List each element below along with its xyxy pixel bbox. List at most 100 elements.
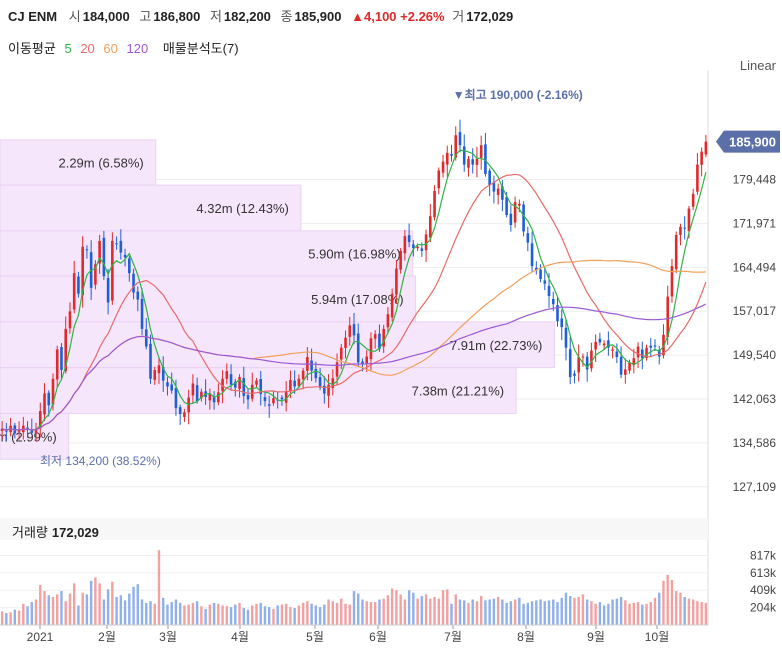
volume-bar (598, 602, 602, 625)
candle (458, 119, 462, 153)
volume-profile-label[interactable]: 매물분석도(7) (162, 41, 239, 56)
candle (348, 316, 352, 346)
y-tick-label: 127,109 (733, 480, 777, 494)
volume-bar (645, 603, 648, 625)
candle (691, 188, 695, 211)
candle (607, 331, 610, 356)
close-label: 종 (280, 9, 293, 24)
x-tick-label: 9월 (587, 630, 605, 644)
volume-bar (403, 599, 407, 625)
candle (615, 343, 619, 364)
y-tick-label: 164,494 (733, 260, 777, 274)
candle-body (471, 159, 475, 165)
ma120-line (1, 303, 707, 431)
indicator-legend[interactable]: 이동평균 5 20 60 120 매물분석도(7) (8, 38, 244, 57)
volume-value: 172,029 (466, 9, 514, 24)
candle-body (598, 338, 602, 343)
ma5-label[interactable]: 5 (64, 41, 72, 56)
volume-bar (365, 601, 368, 625)
candle-body (335, 362, 339, 377)
candle (98, 234, 101, 274)
candle-body (43, 393, 46, 415)
volume-bar (683, 596, 686, 625)
candle-body (323, 385, 326, 394)
volume-bar (386, 595, 390, 625)
candle-body (645, 347, 648, 358)
candle-body (217, 392, 220, 403)
candle (513, 196, 517, 228)
candle-body (636, 346, 640, 358)
ma60-label[interactable]: 60 (103, 41, 118, 56)
candle-body (250, 384, 254, 399)
candle (424, 229, 428, 262)
candle-body (412, 244, 415, 248)
ma20-label[interactable]: 20 (80, 41, 95, 56)
volume-bar (361, 599, 364, 625)
candle-body (484, 144, 487, 174)
volume-bar (653, 597, 657, 625)
volume-profile-label: 5.90m (16.98%) (308, 246, 401, 261)
candle-body (475, 158, 479, 165)
volume-bar (178, 602, 182, 625)
candle (128, 255, 131, 282)
high-value: 186,800 (153, 9, 201, 24)
candle (301, 368, 305, 390)
candle (55, 345, 59, 388)
candle (331, 369, 335, 396)
candle (704, 134, 708, 158)
ma-label[interactable]: 이동평균 (8, 41, 56, 56)
volume-tick-label: 817k (750, 549, 777, 563)
candle (255, 378, 258, 388)
candle (111, 232, 114, 305)
volume-bar (60, 591, 63, 625)
volume-bar (268, 607, 271, 625)
candle-body (272, 398, 275, 404)
candle-body (496, 188, 500, 195)
volume-bar (619, 596, 623, 625)
candle-body (386, 314, 390, 328)
candle (373, 330, 377, 349)
candle-body (624, 369, 627, 375)
candle-body (318, 377, 322, 388)
volume-bar (195, 601, 199, 625)
candle-body (407, 235, 411, 243)
ma120-label[interactable]: 120 (126, 41, 149, 56)
volume-bar (234, 604, 237, 625)
candle-body (331, 378, 335, 389)
candle (166, 377, 169, 396)
volume-bar (111, 581, 114, 625)
candle (429, 204, 432, 243)
volume-bar (547, 600, 551, 625)
volume-bar (399, 594, 402, 625)
candle (140, 288, 144, 336)
ma20-line (1, 173, 707, 431)
volume-bar (479, 596, 483, 625)
scale-toggle[interactable]: Linear (739, 58, 776, 73)
candle-body (153, 370, 157, 380)
volume-bar (573, 597, 576, 625)
volume-bar (123, 600, 127, 625)
candle (153, 366, 157, 385)
candle (344, 330, 347, 359)
candle-body (403, 236, 407, 254)
volume-profile-bar (0, 321, 555, 369)
candle-body (501, 186, 504, 200)
candle-body (399, 250, 402, 270)
candle-body (115, 243, 118, 245)
candle (534, 261, 538, 275)
volume-bar (56, 594, 59, 625)
candle (462, 134, 466, 172)
candle-body (339, 347, 343, 360)
candle-body (373, 334, 377, 339)
y-tick-label: 134,586 (733, 436, 777, 450)
volume-bar (373, 602, 377, 625)
candle (352, 313, 356, 345)
candle (492, 175, 496, 204)
candle-body (687, 208, 691, 232)
volume-bar (183, 605, 186, 625)
candle (102, 230, 106, 281)
candle (356, 323, 360, 367)
volume-bar (259, 602, 262, 625)
candle (43, 383, 46, 422)
